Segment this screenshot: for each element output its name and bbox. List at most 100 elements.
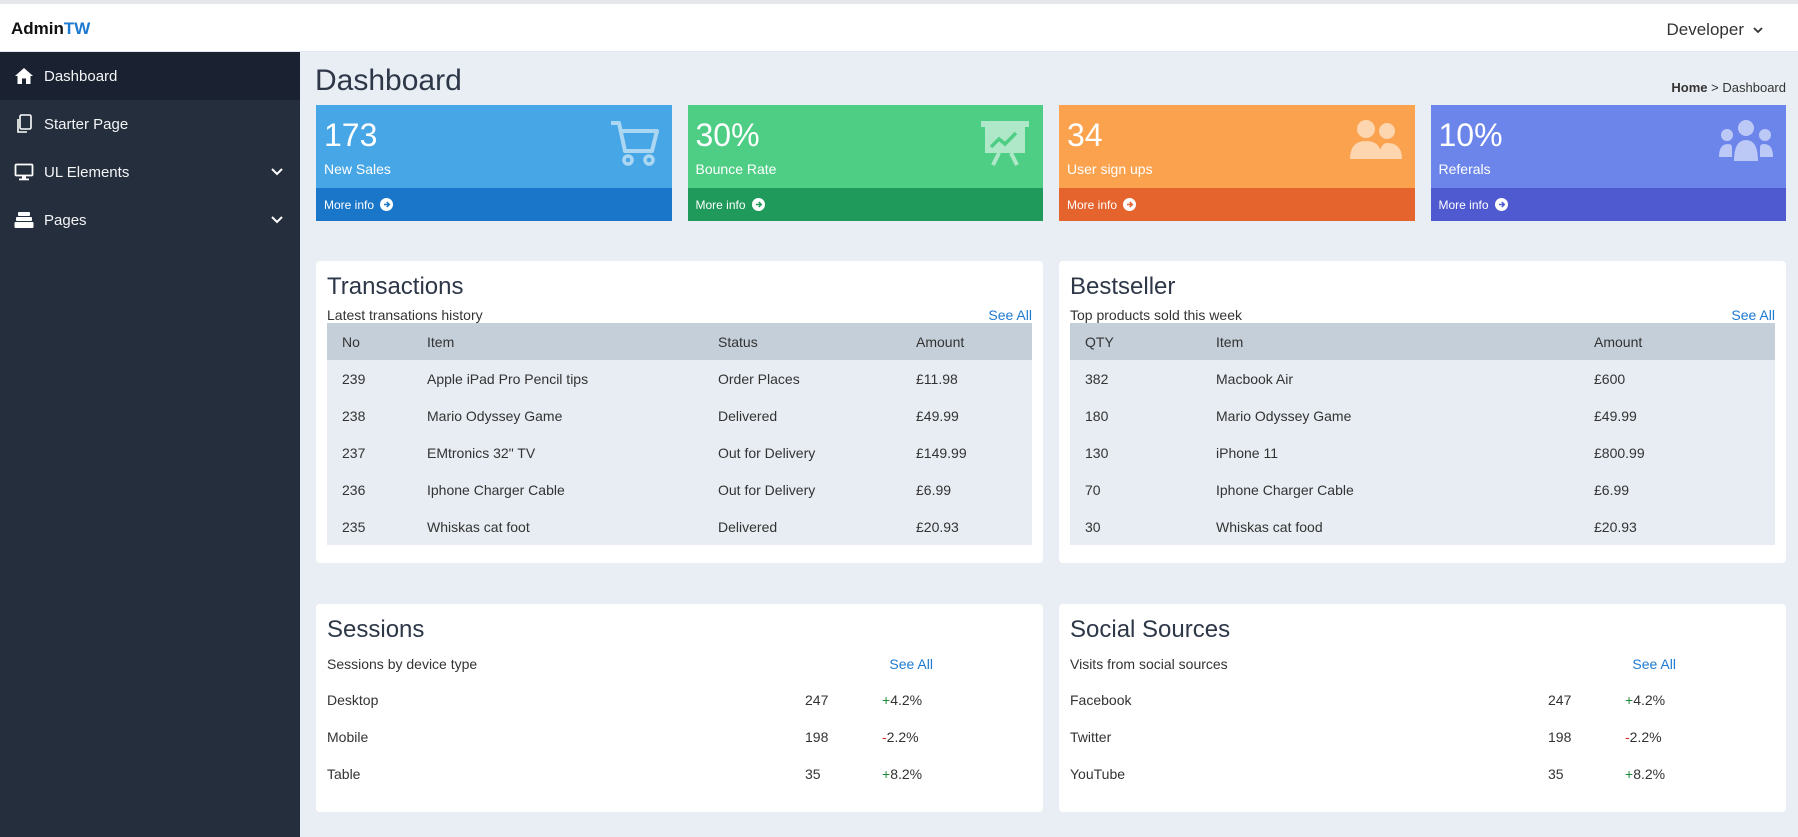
more-info-link[interactable]: More info xyxy=(687,188,1043,221)
see-all-link[interactable]: See All xyxy=(1632,656,1676,672)
bestseller-panel: Bestseller Top products sold this week S… xyxy=(1059,261,1786,563)
table-row: 238 Mario Odyssey Game Delivered £49.99 xyxy=(327,397,1032,434)
sidebar: Dashboard Starter Page UL Elements Pages xyxy=(0,52,300,837)
chevron-down-icon xyxy=(271,168,283,176)
list-item: Twitter 198 -2.2% xyxy=(1070,718,1775,755)
panel-title: Sessions xyxy=(327,616,425,643)
cell-no: 235 xyxy=(342,518,366,535)
list-item: Mobile 198 -2.2% xyxy=(327,718,1032,755)
see-all-link[interactable]: See All xyxy=(889,656,933,672)
cell-amount: £800.99 xyxy=(1594,444,1645,461)
session-count: 198 xyxy=(805,728,829,745)
change-value: 8.2% xyxy=(1633,765,1666,782)
session-change: -2.2% xyxy=(882,729,1032,745)
list-item: YouTube 35 +8.2% xyxy=(1070,755,1775,792)
stat-card-new-sales: 173 New Sales More info xyxy=(316,105,672,221)
cell-item: Whiskas cat food xyxy=(1216,518,1323,535)
arrow-circle-right-icon xyxy=(751,198,765,211)
top-bar: AdminTW Developer xyxy=(0,0,1798,52)
cart-icon xyxy=(610,121,659,166)
cell-amount: £149.99 xyxy=(916,444,967,461)
stat-card-referals: 10% Referals More info xyxy=(1430,105,1786,221)
cell-qty: 30 xyxy=(1085,518,1101,535)
column-header-amount: Amount xyxy=(916,333,965,350)
chevron-down-icon xyxy=(1753,27,1763,34)
cell-no: 237 xyxy=(342,444,366,461)
table-row: 30 Whiskas cat food £20.93 xyxy=(1070,508,1775,545)
more-info-label: More info xyxy=(1067,197,1118,212)
cell-item: Iphone Charger Cable xyxy=(1216,481,1354,498)
cell-status: Out for Delivery xyxy=(718,481,816,498)
bestseller-table: QTY Item Amount 382 Macbook Air £600 180… xyxy=(1070,323,1775,545)
users-icon xyxy=(1349,120,1402,159)
breadcrumb-home[interactable]: Home xyxy=(1671,80,1708,95)
stat-label: User sign ups xyxy=(1067,161,1153,177)
table-row: 130 iPhone 11 £800.99 xyxy=(1070,434,1775,471)
cell-no: 238 xyxy=(342,407,366,424)
page-title: Dashboard xyxy=(315,64,462,97)
column-header-no: No xyxy=(342,333,360,350)
cell-qty: 70 xyxy=(1085,481,1101,498)
stat-value: 173 xyxy=(324,117,378,153)
user-menu[interactable]: Developer xyxy=(1667,20,1765,40)
more-info-link[interactable]: More info xyxy=(316,188,672,221)
sidebar-item-starter-page[interactable]: Starter Page xyxy=(0,100,300,148)
cell-qty: 180 xyxy=(1085,407,1109,424)
column-header-item: Item xyxy=(427,333,455,350)
session-change: +8.2% xyxy=(882,766,1032,782)
social-source-name: Twitter xyxy=(1070,728,1112,745)
layers-icon xyxy=(14,210,34,230)
session-change: +4.2% xyxy=(882,692,1032,708)
sidebar-item-label: Dashboard xyxy=(44,67,118,85)
change-value: 2.2% xyxy=(1629,728,1662,745)
cell-amount: £6.99 xyxy=(1594,481,1630,498)
cell-item: Macbook Air xyxy=(1216,370,1294,387)
stat-label: Bounce Rate xyxy=(695,161,777,177)
transactions-panel: Transactions Latest transations history … xyxy=(316,261,1043,563)
stat-value: 10% xyxy=(1438,117,1503,153)
change-value: 4.2% xyxy=(890,691,923,708)
presentation-chart-icon xyxy=(981,121,1029,166)
cell-item: Apple iPad Pro Pencil tips xyxy=(427,370,589,387)
see-all-link[interactable]: See All xyxy=(988,307,1032,323)
panel-title: Transactions xyxy=(327,273,464,300)
brand-logo[interactable]: AdminTW xyxy=(11,19,90,39)
see-all-link[interactable]: See All xyxy=(1731,307,1775,323)
table-row: 236 Iphone Charger Cable Out for Deliver… xyxy=(327,471,1032,508)
social-count: 247 xyxy=(1548,691,1572,708)
stat-card-top: 34 User sign ups xyxy=(1059,105,1415,188)
change-sign: - xyxy=(882,728,887,745)
social-count: 35 xyxy=(1548,765,1564,782)
arrow-circle-right-icon xyxy=(380,198,394,211)
list-item: Table 35 +8.2% xyxy=(327,755,1032,792)
cell-item: Mario Odyssey Game xyxy=(427,407,563,424)
social-change: +8.2% xyxy=(1625,766,1775,782)
stat-value: 34 xyxy=(1067,117,1103,153)
sidebar-item-ul-elements[interactable]: UL Elements xyxy=(0,148,300,196)
column-header-qty: QTY xyxy=(1085,333,1114,350)
change-sign: + xyxy=(882,765,891,782)
more-info-link[interactable]: More info xyxy=(1059,188,1415,221)
stat-card-user-sign-ups: 34 User sign ups More info xyxy=(1059,105,1415,221)
sidebar-item-dashboard[interactable]: Dashboard xyxy=(0,52,300,100)
stat-label: Referals xyxy=(1438,161,1491,177)
more-info-link[interactable]: More info xyxy=(1430,188,1786,221)
column-header-item: Item xyxy=(1216,333,1244,350)
cell-amount: £49.99 xyxy=(916,407,959,424)
breadcrumb: Home > Dashboard xyxy=(1671,80,1786,95)
cell-amount: £6.99 xyxy=(916,481,952,498)
list-item: Desktop 247 +4.2% xyxy=(327,681,1032,718)
brand-accent: TW xyxy=(63,19,91,38)
arrow-circle-right-icon xyxy=(1494,198,1508,211)
cell-amount: £600 xyxy=(1594,370,1626,387)
more-info-label: More info xyxy=(695,197,746,212)
cell-qty: 382 xyxy=(1085,370,1109,387)
more-info-label: More info xyxy=(324,197,375,212)
home-icon xyxy=(14,66,34,86)
sidebar-item-pages[interactable]: Pages xyxy=(0,196,300,244)
change-value: 4.2% xyxy=(1633,691,1666,708)
stat-cards: 173 New Sales More info 30% Bounce Rate xyxy=(316,105,1786,221)
sessions-panel: Sessions Sessions by device type See All… xyxy=(316,604,1043,812)
panel-subheader: Top products sold this week See All xyxy=(1070,307,1775,323)
panel-title: Bestseller xyxy=(1070,273,1176,300)
